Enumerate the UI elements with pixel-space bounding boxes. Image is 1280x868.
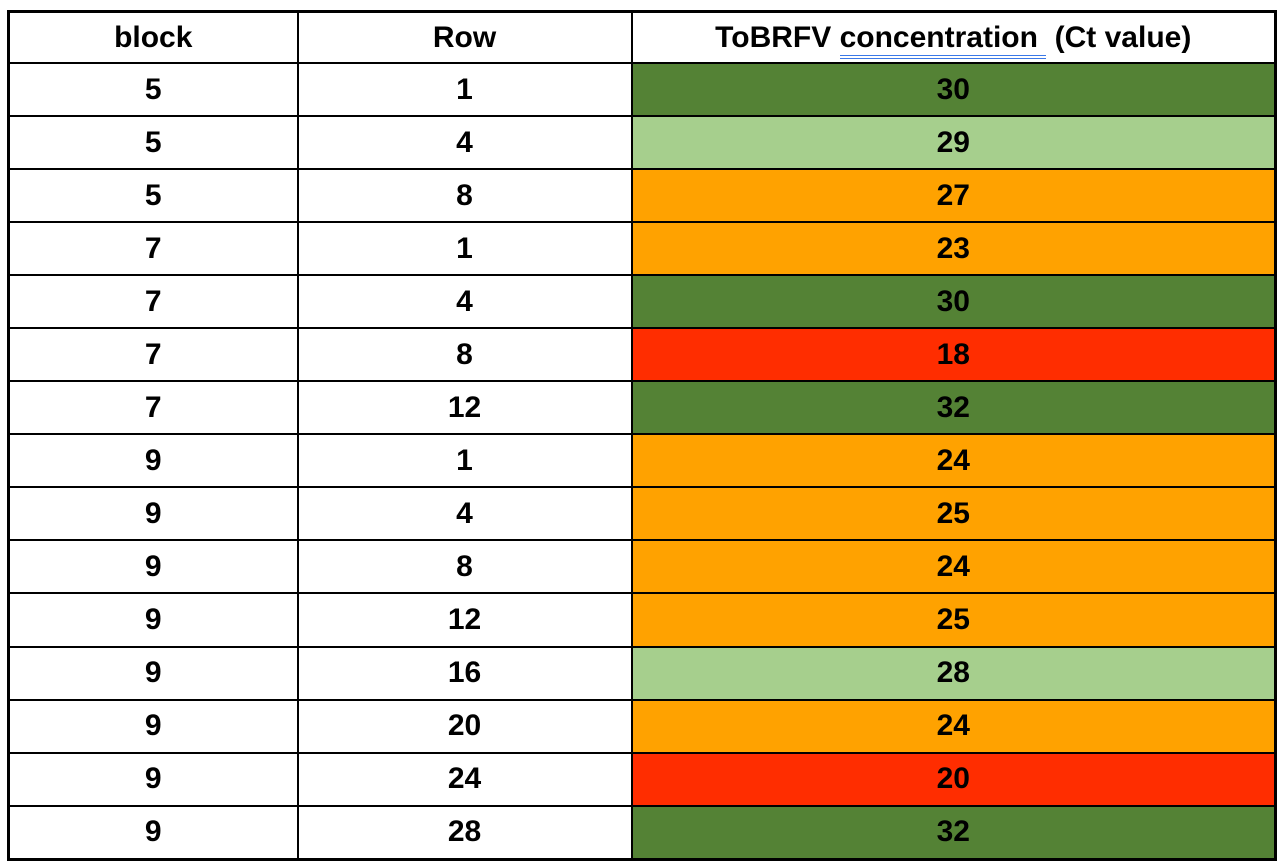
data-table: block Row ToBRFV concentration (Ct value…	[7, 10, 1277, 861]
header-row: block Row ToBRFV concentration (Ct value…	[7, 10, 1277, 64]
row-cell: 4	[296, 115, 633, 171]
grammar-underline-text: concentration	[839, 20, 1047, 59]
table-row: 5 4 29	[7, 115, 1277, 171]
ct-value-cell: 25	[630, 592, 1277, 648]
block-cell: 9	[7, 433, 299, 489]
block-cell: 9	[7, 539, 299, 595]
block-cell: 9	[7, 751, 299, 807]
header-row-number: Row	[296, 10, 633, 64]
block-cell: 7	[7, 221, 299, 277]
header-row-label: Row	[432, 20, 497, 54]
table-row: 9 24 20	[7, 751, 1277, 807]
ct-value-cell: 23	[630, 221, 1277, 277]
ct-value-cell: 25	[630, 486, 1277, 542]
block-cell: 5	[7, 168, 299, 224]
block-cell: 9	[7, 592, 299, 648]
row-cell: 4	[296, 486, 633, 542]
block-cell: 5	[7, 61, 299, 118]
header-ct-suffix: (Ct value)	[1046, 20, 1192, 54]
row-cell: 12	[296, 592, 633, 648]
table-row: 7 1 23	[7, 221, 1277, 277]
row-cell: 1	[296, 221, 633, 277]
ct-value-cell: 28	[630, 645, 1277, 701]
row-cell: 24	[296, 751, 633, 807]
header-ct-value: ToBRFV concentration (Ct value)	[630, 10, 1277, 64]
ct-value-cell: 24	[630, 698, 1277, 754]
row-cell: 8	[296, 168, 633, 224]
table-row: 9 16 28	[7, 645, 1277, 701]
ct-value-cell: 30	[630, 61, 1277, 118]
block-cell: 7	[7, 380, 299, 436]
ct-value-cell: 24	[630, 433, 1277, 489]
ct-value-cell: 24	[630, 539, 1277, 595]
ct-value-cell: 32	[630, 804, 1277, 861]
block-cell: 5	[7, 115, 299, 171]
table-row: 9 8 24	[7, 539, 1277, 595]
table-row: 9 12 25	[7, 592, 1277, 648]
block-cell: 7	[7, 327, 299, 383]
row-cell: 20	[296, 698, 633, 754]
row-cell: 1	[296, 433, 633, 489]
header-block: block	[7, 10, 299, 64]
ct-value-cell: 29	[630, 115, 1277, 171]
row-cell: 8	[296, 539, 633, 595]
row-cell: 16	[296, 645, 633, 701]
table-row: 9 1 24	[7, 433, 1277, 489]
row-cell: 28	[296, 804, 633, 861]
table-row: 7 4 30	[7, 274, 1277, 330]
ct-value-cell: 20	[630, 751, 1277, 807]
table-body: 5 1 30 5 4 29 5 8 27 7 1 23 7 4 30 7 8 18 7 12 32 9 1 24 9 4 25 9 8 2…	[7, 61, 1277, 861]
block-cell: 9	[7, 698, 299, 754]
table-row: 7 8 18	[7, 327, 1277, 383]
table-row: 7 12 32	[7, 380, 1277, 436]
table-row: 5 8 27	[7, 168, 1277, 224]
table-row: 9 20 24	[7, 698, 1277, 754]
ct-value-cell: 30	[630, 274, 1277, 330]
row-cell: 12	[296, 380, 633, 436]
row-cell: 1	[296, 61, 633, 118]
block-cell: 9	[7, 645, 299, 701]
ct-value-cell: 32	[630, 380, 1277, 436]
header-block-label: block	[114, 20, 193, 54]
header-ct-prefix: ToBRFV	[715, 20, 840, 54]
ct-value-cell: 18	[630, 327, 1277, 383]
block-cell: 9	[7, 486, 299, 542]
ct-value-cell: 27	[630, 168, 1277, 224]
block-cell: 7	[7, 274, 299, 330]
table-row: 5 1 30	[7, 61, 1277, 118]
table-row: 9 4 25	[7, 486, 1277, 542]
block-cell: 9	[7, 804, 299, 861]
table-row: 9 28 32	[7, 804, 1277, 861]
row-cell: 4	[296, 274, 633, 330]
row-cell: 8	[296, 327, 633, 383]
